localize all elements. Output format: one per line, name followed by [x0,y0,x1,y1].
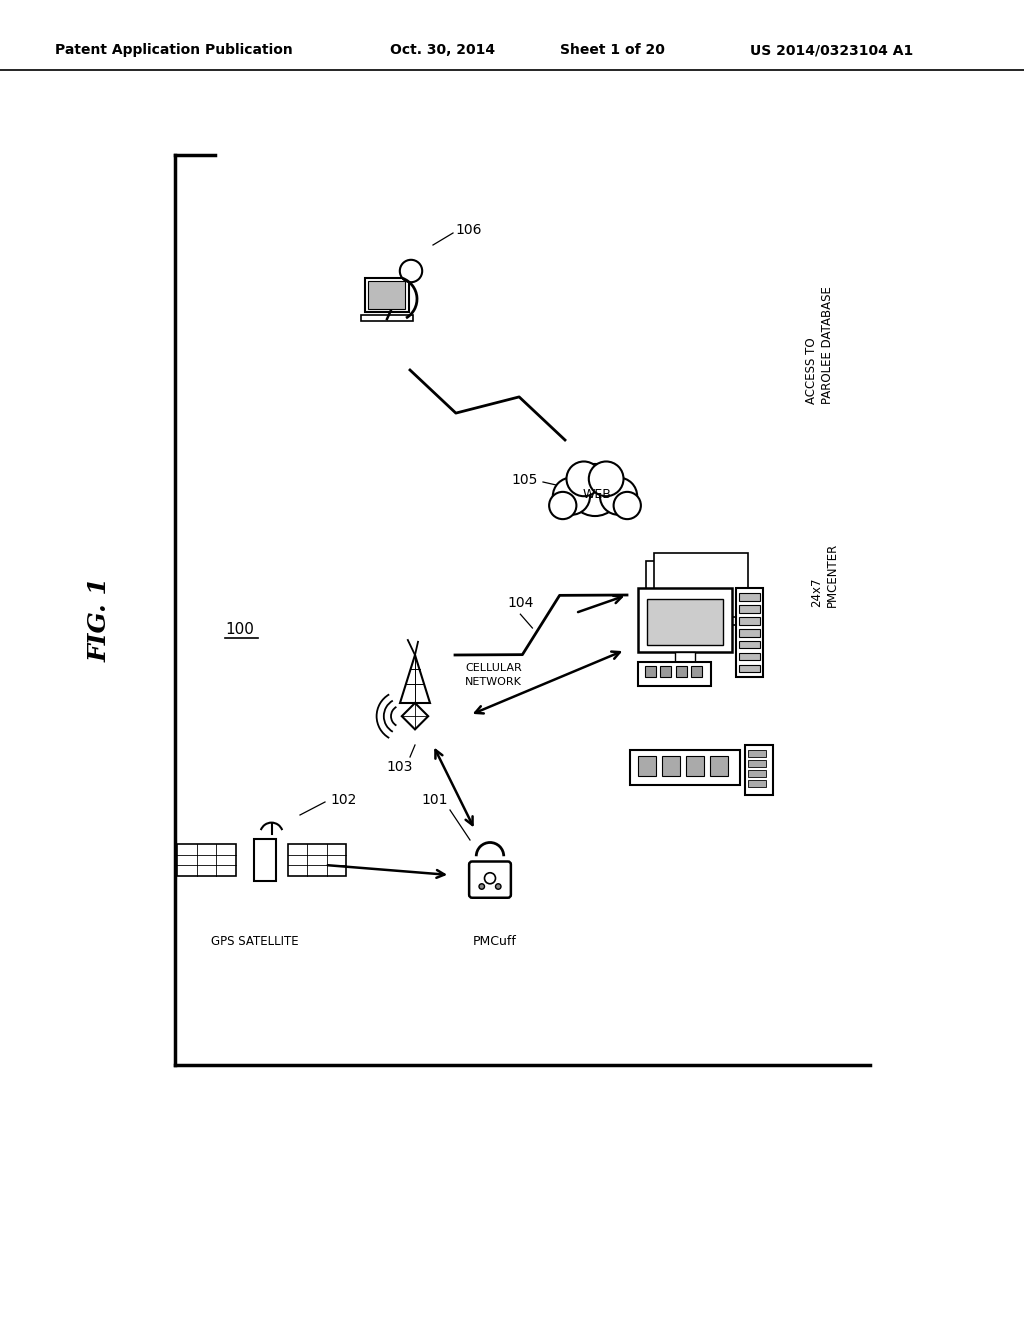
Bar [660,667,672,677]
Bar [676,667,687,677]
Bar [745,744,773,795]
Text: 101: 101 [422,793,449,807]
Bar [748,770,766,777]
Circle shape [613,492,641,519]
Bar [368,281,406,309]
Polygon shape [400,655,430,704]
Text: PMCuff: PMCuff [473,935,517,948]
Circle shape [479,884,484,890]
Bar [739,593,760,601]
Circle shape [484,873,496,884]
Circle shape [589,462,624,496]
Text: 24x7
PMCENTER: 24x7 PMCENTER [810,543,839,607]
Bar [739,665,760,672]
Text: Sheet 1 of 20: Sheet 1 of 20 [560,44,665,57]
Bar [647,599,723,644]
Text: 103: 103 [387,760,414,774]
Bar [638,663,711,686]
Bar [638,589,732,652]
Circle shape [566,462,601,496]
Bar [365,279,409,312]
FancyBboxPatch shape [469,862,511,898]
Bar [638,756,656,776]
Text: Patent Application Publication: Patent Application Publication [55,44,293,57]
Text: CELLULAR
NETWORK: CELLULAR NETWORK [465,664,522,686]
Bar [361,315,414,321]
Circle shape [549,492,577,519]
Bar [630,750,740,785]
Text: GPS SATELLITE: GPS SATELLITE [211,935,299,948]
Bar [739,616,760,624]
Bar [748,780,766,787]
Circle shape [600,478,637,515]
Bar [739,652,760,660]
Text: WEB: WEB [583,488,611,502]
Polygon shape [401,704,428,730]
Text: 105: 105 [512,473,539,487]
Bar [736,589,763,677]
Bar [654,553,748,616]
Bar [288,843,346,876]
Text: 104: 104 [507,597,534,610]
Bar [662,756,680,776]
Text: US 2014/0323104 A1: US 2014/0323104 A1 [750,44,913,57]
Bar [691,667,702,677]
Bar [686,756,705,776]
Text: Oct. 30, 2014: Oct. 30, 2014 [390,44,496,57]
Bar [710,756,728,776]
Circle shape [569,463,621,516]
Text: 102: 102 [330,793,356,807]
Bar [748,760,766,767]
Bar [675,652,695,663]
Bar [177,843,236,876]
Bar [645,667,656,677]
Text: 106: 106 [455,223,481,238]
Bar [739,605,760,612]
Circle shape [553,478,590,515]
Bar [646,561,739,624]
Circle shape [496,884,501,890]
Bar [739,628,760,636]
Bar [254,840,276,882]
Circle shape [399,260,422,282]
Bar [748,750,766,756]
Text: FIG. 1: FIG. 1 [88,578,112,663]
Text: 100: 100 [225,623,254,638]
Text: ACCESS TO
PAROLEE DATABASE: ACCESS TO PAROLEE DATABASE [805,286,834,404]
Bar [739,640,760,648]
